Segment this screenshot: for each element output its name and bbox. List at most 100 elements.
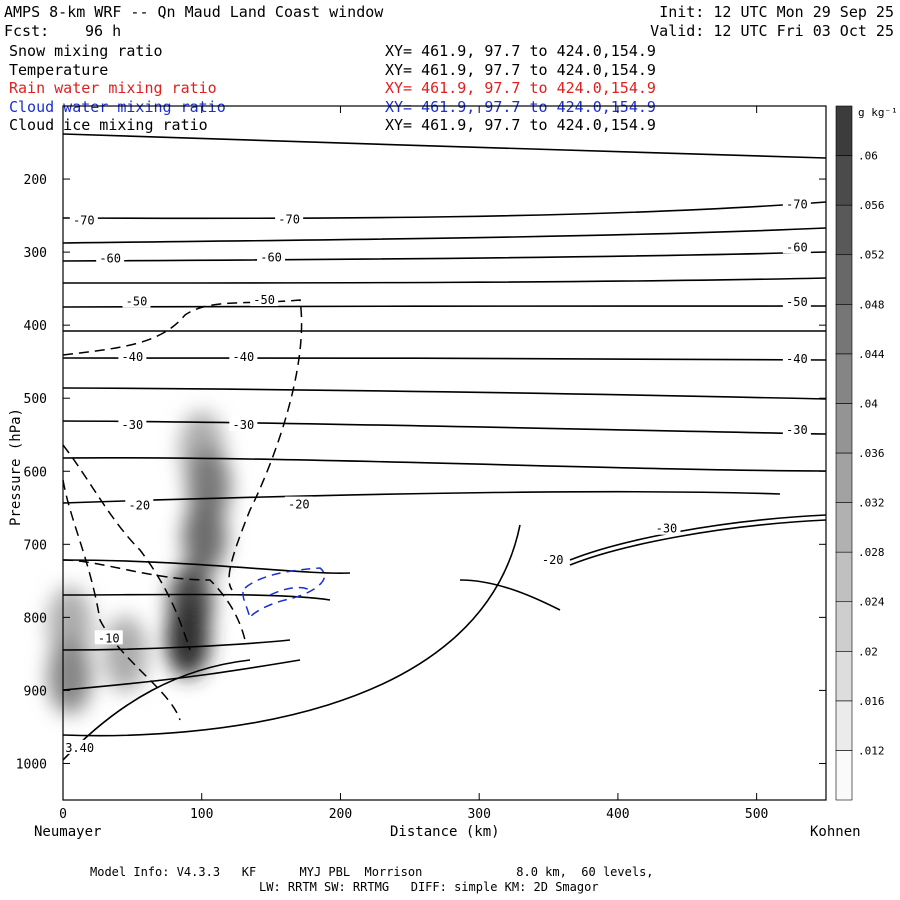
y-tick-label: 1000 xyxy=(16,757,47,772)
y-tick-label: 400 xyxy=(24,319,47,334)
model-info-line1: Model Info: V4.3.3 KF MYJ PBL Morrison 8… xyxy=(90,865,654,879)
colorbar-tick-label: .012 xyxy=(858,744,885,757)
contour-label: -50 xyxy=(253,293,275,307)
contour-label-bg xyxy=(65,739,94,754)
contour-label: -20 xyxy=(288,498,310,512)
colorbar-tick-label: .028 xyxy=(858,546,885,559)
plot-frame xyxy=(62,105,827,801)
contour-label-bg xyxy=(284,496,313,511)
contour-label-bg xyxy=(118,416,147,431)
contour-label: -30 xyxy=(656,522,678,536)
x-axis-start-label: Neumayer xyxy=(34,824,102,840)
cloud-water-contours xyxy=(242,567,326,619)
contour-label-bg xyxy=(229,416,258,431)
colorbar-cell xyxy=(835,254,853,305)
y-tick-label: 300 xyxy=(24,246,47,261)
contour-label: -20 xyxy=(128,498,150,512)
colorbar-tick-label: .056 xyxy=(858,199,885,212)
colorbar-cell xyxy=(835,650,853,702)
contour-label-bg xyxy=(250,292,279,307)
contour-label-bg xyxy=(96,250,125,265)
variable-xy-temperature: XY= 461.9, 97.7 to 424.0,154.9 xyxy=(385,61,656,79)
contour-label: 3.40 xyxy=(65,741,94,755)
contour-label: -10 xyxy=(98,631,120,645)
x-tick-label: 200 xyxy=(329,807,352,822)
colorbar-cell xyxy=(835,403,853,454)
valid-time: Valid: 12 UTC Fri 03 Oct 25 xyxy=(650,22,894,40)
x-tick-label: 100 xyxy=(190,807,213,822)
y-tick-label: 700 xyxy=(24,538,47,553)
variable-name-temperature: Temperature xyxy=(9,61,109,79)
init-time: Init: 12 UTC Mon 29 Sep 25 xyxy=(659,3,894,21)
y-axis-title: Pressure (hPa) xyxy=(8,408,24,527)
y-tick-label: 900 xyxy=(24,684,47,699)
contour-labels: -70 -70 -70 -60 -60 -60 -50 -50 -50 -40 -40 -40 -30 -… xyxy=(65,196,811,755)
variable-name-cloud-ice: Cloud ice mixing ratio xyxy=(9,116,208,134)
colorbar-cell xyxy=(835,750,853,801)
colorbar-cell xyxy=(835,452,853,503)
chart-title: AMPS 8-km WRF -- Qn Maud Land Coast wind… xyxy=(4,3,384,21)
contour-label: -60 xyxy=(99,251,121,265)
contour-label: -60 xyxy=(260,251,282,265)
contour-label-bg xyxy=(118,349,147,364)
contour-label-bg xyxy=(257,249,286,264)
variable-xy-rain: XY= 461.9, 97.7 to 424.0,154.9 xyxy=(385,79,656,97)
variable-xy-cloud-ice: XY= 461.9, 97.7 to 424.0,154.9 xyxy=(385,116,656,134)
variable-xy-snow: XY= 461.9, 97.7 to 424.0,154.9 xyxy=(385,42,656,60)
colorbar-tick-label: .024 xyxy=(858,596,885,609)
colorbar-tick-label: .048 xyxy=(858,298,885,311)
forecast-value: 96 h xyxy=(85,22,122,40)
contour-label-bg xyxy=(782,351,811,366)
contour-label: -30 xyxy=(233,418,255,432)
colorbar-tick-label: .06 xyxy=(858,150,878,163)
contour-label: -40 xyxy=(786,352,808,366)
colorbar-cell xyxy=(835,303,853,355)
contour-label: -40 xyxy=(233,350,255,364)
snow-shade-blob xyxy=(103,615,148,692)
x-tick-label: 400 xyxy=(606,807,629,822)
contour-label-bg xyxy=(782,239,811,254)
colorbar-tick-label: .044 xyxy=(858,348,885,361)
contour-label-bg xyxy=(782,196,811,211)
y-tick-label: 500 xyxy=(24,392,47,407)
contour-label-bg xyxy=(122,293,151,308)
x-axis-title: Distance (km) xyxy=(390,824,500,840)
y-tick-label: 800 xyxy=(24,611,47,626)
colorbar-cell xyxy=(835,700,853,751)
contour-label: -30 xyxy=(786,423,808,437)
contour-label: -50 xyxy=(786,295,808,309)
x-axis-end-label: Kohnen xyxy=(810,824,861,840)
colorbar-unit: g kg⁻¹ xyxy=(858,106,898,119)
colorbar-tick-label: .02 xyxy=(858,645,878,658)
variable-name-cloud-water: Cloud water mixing ratio xyxy=(9,98,226,116)
plot-axes: 0 100 200 300 400 500 200 300 400 500 600 700 800 900… xyxy=(16,105,827,822)
contour-label-bg xyxy=(275,211,304,226)
contour-label: -70 xyxy=(786,197,808,211)
colorbar-tick-label: .04 xyxy=(858,397,878,410)
x-tick-label: 0 xyxy=(59,807,67,822)
snow-shading xyxy=(47,411,231,714)
x-tick-label: 300 xyxy=(467,807,490,822)
variable-name-rain: Rain water mixing ratio xyxy=(9,79,217,97)
colorbar: .012 .016 .02 .024 .028 .032 .036 .04 .044 .048 .0… xyxy=(835,105,898,801)
temperature-contours xyxy=(62,133,827,761)
contour-label-bg xyxy=(69,212,98,227)
contour-label-bg xyxy=(94,630,123,645)
variable-xy-cloud-water: XY= 461.9, 97.7 to 424.0,154.9 xyxy=(385,98,656,116)
model-info-line2: LW: RRTM SW: RRTMG DIFF: simple KM: 2D S… xyxy=(259,880,599,894)
y-tick-label: 200 xyxy=(24,173,47,188)
contour-label: -20 xyxy=(542,553,564,567)
snow-shade-blob xyxy=(182,499,227,576)
variable-name-snow: Snow mixing ratio xyxy=(9,42,163,60)
colorbar-cell xyxy=(835,353,853,404)
contour-label-bg xyxy=(652,520,681,535)
colorbar-cell xyxy=(835,105,853,156)
contour-label-bg xyxy=(782,422,811,437)
contour-label-bg xyxy=(782,294,811,309)
contour-label: -70 xyxy=(278,213,300,227)
colorbar-cell xyxy=(835,155,853,206)
contour-label: -30 xyxy=(122,418,144,432)
contour-label: -70 xyxy=(73,213,95,227)
colorbar-tick-label: .032 xyxy=(858,497,885,510)
